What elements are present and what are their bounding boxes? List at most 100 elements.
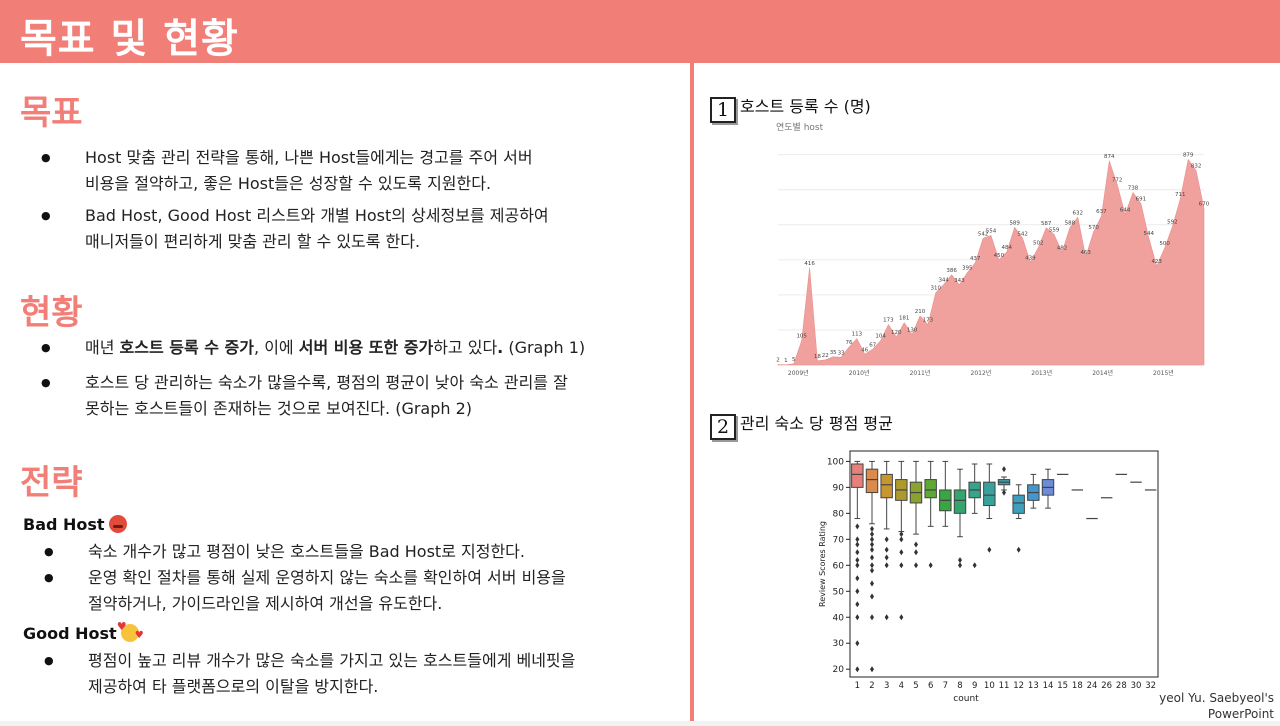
chart1-data-label: 416 bbox=[804, 261, 815, 267]
chart1-data-label: 343 bbox=[954, 278, 965, 284]
chart1-data-label: 67 bbox=[869, 342, 876, 348]
chart2-outlier bbox=[870, 546, 874, 553]
chart2-outlier bbox=[870, 531, 874, 538]
chart2-plot-frame bbox=[849, 450, 1159, 678]
chart1-data-label: 423 bbox=[1151, 259, 1162, 265]
chart1-data-label: 105 bbox=[796, 334, 807, 340]
column-divider bbox=[690, 63, 694, 726]
chart2-outlier bbox=[855, 575, 860, 582]
chart2-outlier bbox=[914, 549, 918, 556]
bad-host-title: Bad Host bbox=[23, 515, 127, 534]
chart2-box bbox=[880, 473, 893, 499]
right-column: 1 호스트 등록 수 (명) 연도별 host 2 1 5 105 416 18 22 35 33 7… bbox=[694, 63, 1280, 726]
chart1-data-label: 544 bbox=[1144, 231, 1155, 237]
chart1-data-label: 104 bbox=[875, 334, 886, 340]
chart2-outlier bbox=[855, 614, 860, 621]
chart1-data-label: 670 bbox=[1199, 201, 1210, 207]
left-column: 목표 Host 맞춤 관리 전략을 통해, 나쁜 Host들에게는 경고를 주어… bbox=[0, 63, 690, 726]
chart2-x-tick-label: 14 bbox=[1043, 681, 1054, 691]
chart2-x-tick-label: 26 bbox=[1101, 681, 1112, 691]
chart1-data-label: 113 bbox=[852, 332, 863, 338]
strategy-title: 전략 bbox=[20, 463, 83, 503]
chart2-outlier bbox=[884, 536, 889, 543]
bad-host-list: 숙소 개수가 많고 평점이 낮은 호스트들을 Bad Host로 지정한다. 운… bbox=[44, 539, 566, 617]
chart1-data-label: 570 bbox=[1088, 225, 1099, 231]
chart2-outlier bbox=[884, 546, 889, 553]
chart2-y-tick-label: 20 bbox=[833, 665, 845, 675]
chart2-x-tick-label: 13 bbox=[1028, 681, 1039, 691]
chart1-data-label: 832 bbox=[1191, 164, 1202, 170]
chart2-outlier bbox=[870, 567, 874, 574]
chart1-data-label: 33 bbox=[838, 350, 845, 356]
graph2-number-badge: 2 bbox=[710, 414, 736, 440]
chart2-outlier bbox=[958, 557, 962, 564]
chart2-x-tick-label: 6 bbox=[928, 681, 933, 691]
chart2-y-tick-label: 80 bbox=[833, 509, 845, 519]
chart1-data-label: 22 bbox=[822, 353, 829, 359]
smiling-face-with-hearts-icon bbox=[117, 620, 144, 642]
chart2-box bbox=[1012, 494, 1025, 514]
chart1-data-label: 18 bbox=[814, 354, 821, 360]
graph1-number-badge: 1 bbox=[710, 97, 736, 123]
chart1-data-label: 589 bbox=[1009, 220, 1020, 226]
chart1-data-label: 463 bbox=[1080, 250, 1091, 256]
chart2-x-axis-label: count bbox=[953, 694, 979, 704]
chart1-data-label: 587 bbox=[1041, 221, 1052, 227]
chart1-data-label: 173 bbox=[923, 318, 934, 324]
chart1-data-label: 879 bbox=[1183, 153, 1194, 159]
chart1-data-label: 542 bbox=[978, 231, 989, 237]
good-host-list: 평점이 높고 리뷰 개수가 많은 숙소를 가지고 있는 호스트들에게 베네핏을제… bbox=[44, 648, 575, 700]
graph1-title: 1 호스트 등록 수 (명) bbox=[710, 93, 871, 123]
chart1-data-label: 772 bbox=[1112, 178, 1123, 184]
chart1-data-label: 2 bbox=[776, 358, 780, 364]
chart1-data-label: 542 bbox=[1017, 231, 1028, 237]
chart2-y-tick-label: 60 bbox=[833, 561, 845, 571]
chart2-outlier bbox=[1002, 466, 1006, 473]
chart2-outlier bbox=[855, 536, 860, 543]
chart1-data-label: 484 bbox=[1002, 245, 1013, 251]
goal-list: Host 맞춤 관리 전략을 통해, 나쁜 Host들에게는 경고를 주어 서버… bbox=[41, 145, 549, 255]
chart2-x-tick-label: 28 bbox=[1116, 681, 1127, 691]
chart1-data-label: 386 bbox=[946, 268, 957, 274]
chart1-x-tick-label: 2014년 bbox=[1092, 369, 1113, 377]
chart2-x-tick-label: 7 bbox=[943, 681, 948, 691]
chart2-y-tick-label: 70 bbox=[833, 535, 845, 545]
status-list: 매년 호스트 등록 수 증가, 이에 서버 비용 또한 증가하고 있다. (Gr… bbox=[41, 335, 585, 422]
chart2-y-tick-label: 30 bbox=[833, 639, 845, 649]
rating-box-plot: 20 30 40 50 60 70 80 90 100 Review Scores Rating 1… bbox=[818, 450, 1159, 704]
chart1-data-label: 210 bbox=[915, 309, 926, 315]
chart1-data-label: 588 bbox=[1065, 221, 1076, 227]
chart2-outlier bbox=[870, 554, 874, 561]
chart2-outlier bbox=[870, 666, 874, 673]
chart2-box bbox=[953, 489, 967, 514]
chart2-outlier bbox=[870, 536, 874, 543]
slide-title: 목표 및 현황 bbox=[20, 16, 239, 62]
bad-host-item-2: 운영 확인 절차를 통해 실제 운영하지 않는 숙소를 확인하여 서버 비용을절… bbox=[44, 565, 566, 617]
chart2-outlier bbox=[855, 523, 860, 530]
chart1-data-label: 181 bbox=[899, 316, 910, 322]
chart2-x-tick-label: 15 bbox=[1057, 681, 1068, 691]
chart1-data-label: 500 bbox=[1159, 241, 1170, 247]
chart2-outlier bbox=[1016, 546, 1021, 553]
chart1-data-label: 711 bbox=[1175, 192, 1186, 198]
chart1-data-label: 76 bbox=[846, 340, 853, 346]
chart2-x-tick-label: 12 bbox=[1013, 681, 1024, 691]
chart1-data-label: 173 bbox=[883, 318, 894, 324]
chart2-box bbox=[851, 463, 864, 488]
chart2-outlier bbox=[899, 562, 904, 569]
bottom-divider bbox=[0, 721, 1280, 726]
good-host-title: Good Host bbox=[23, 620, 144, 643]
chart1-x-tick-label: 2011년 bbox=[910, 369, 931, 377]
chart2-y-tick-label: 40 bbox=[833, 613, 845, 623]
credit-text: yeol Yu. Saebyeol's PowerPoint bbox=[1159, 691, 1274, 721]
chart1-data-label: 46 bbox=[861, 347, 868, 353]
chart1-data-label: 482 bbox=[1057, 245, 1068, 251]
chart2-outlier bbox=[1002, 489, 1006, 496]
chart2-outlier bbox=[972, 562, 977, 569]
chart2-outlier bbox=[958, 562, 962, 569]
chart2-outlier bbox=[870, 525, 874, 532]
chart2-x-tick-label: 10 bbox=[984, 681, 995, 691]
graph2-title: 2 관리 숙소 당 평점 평균 bbox=[710, 410, 893, 440]
chart1-data-label: 502 bbox=[1033, 241, 1044, 247]
chart1-x-tick-label: 2010년 bbox=[849, 369, 870, 377]
